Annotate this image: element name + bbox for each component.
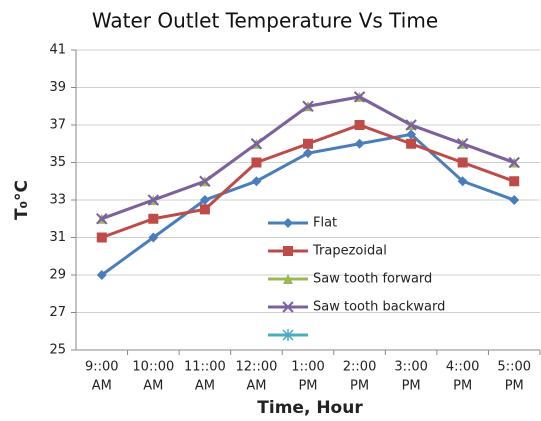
x-tick-label: PM	[402, 379, 421, 394]
y-tick-label: 29	[49, 268, 66, 283]
marker	[456, 138, 469, 150]
marker	[96, 213, 108, 225]
marker	[509, 176, 520, 187]
y-axis-title: T₀°C	[12, 180, 32, 220]
marker	[353, 91, 366, 103]
marker	[283, 218, 293, 228]
marker	[282, 329, 294, 341]
x-axis-title: Time, Hour	[257, 398, 363, 418]
marker	[406, 138, 417, 149]
legend-label: Saw tooth backward	[313, 300, 445, 315]
marker	[199, 175, 211, 187]
legend-label: Flat	[313, 216, 337, 231]
x-tick-label: PM	[453, 379, 472, 394]
marker	[147, 194, 160, 206]
legend-label: Trapezoidal	[312, 244, 387, 259]
marker	[405, 119, 417, 131]
marker	[406, 129, 417, 140]
marker	[199, 204, 210, 215]
y-tick-label: 27	[49, 305, 66, 320]
x-tick-label: 3::00	[394, 360, 428, 375]
x-tick-label: AM	[246, 379, 266, 394]
marker	[354, 138, 365, 149]
legend-label: Saw tooth forward	[313, 272, 432, 287]
marker	[251, 176, 262, 187]
marker	[508, 156, 520, 169]
marker	[148, 232, 159, 243]
marker	[457, 176, 468, 187]
marker	[199, 195, 210, 205]
x-tick-label: PM	[298, 379, 317, 394]
marker	[354, 120, 365, 130]
marker	[282, 301, 294, 313]
y-tick-label: 39	[49, 80, 66, 95]
x-tick-label: 4::00	[446, 360, 480, 375]
x-tick-label: PM	[350, 379, 369, 394]
x-tick-label: PM	[505, 379, 524, 394]
x-tick-label: 1::00	[291, 360, 325, 375]
y-tick-label: 37	[49, 118, 66, 133]
y-tick-label: 33	[49, 193, 66, 208]
marker	[509, 195, 520, 205]
y-tick-label: 35	[49, 155, 66, 170]
x-tick-label: 10::00	[132, 360, 174, 375]
y-tick-label: 31	[49, 230, 66, 245]
marker	[283, 246, 293, 256]
y-tick-label: 41	[49, 43, 66, 58]
marker	[302, 100, 314, 112]
x-tick-label: 12::00	[236, 360, 278, 375]
marker	[283, 274, 293, 284]
marker	[303, 138, 313, 149]
marker	[303, 148, 313, 159]
marker	[251, 157, 262, 168]
x-tick-label: AM	[195, 379, 215, 394]
marker	[96, 232, 107, 243]
x-tick-label: AM	[92, 379, 112, 394]
x-tick-label: 11::00	[184, 360, 226, 375]
marker	[457, 157, 468, 168]
chart-title: Water Outlet Temperature Vs Time	[92, 9, 438, 33]
y-tick-label: 25	[49, 343, 66, 358]
x-tick-label: AM	[143, 379, 163, 394]
marker	[250, 138, 263, 150]
marker	[148, 213, 159, 224]
x-tick-label: 5::00	[497, 360, 531, 375]
x-tick-label: 9::00	[85, 360, 119, 375]
marker	[96, 270, 107, 280]
x-tick-label: 2::00	[343, 360, 377, 375]
